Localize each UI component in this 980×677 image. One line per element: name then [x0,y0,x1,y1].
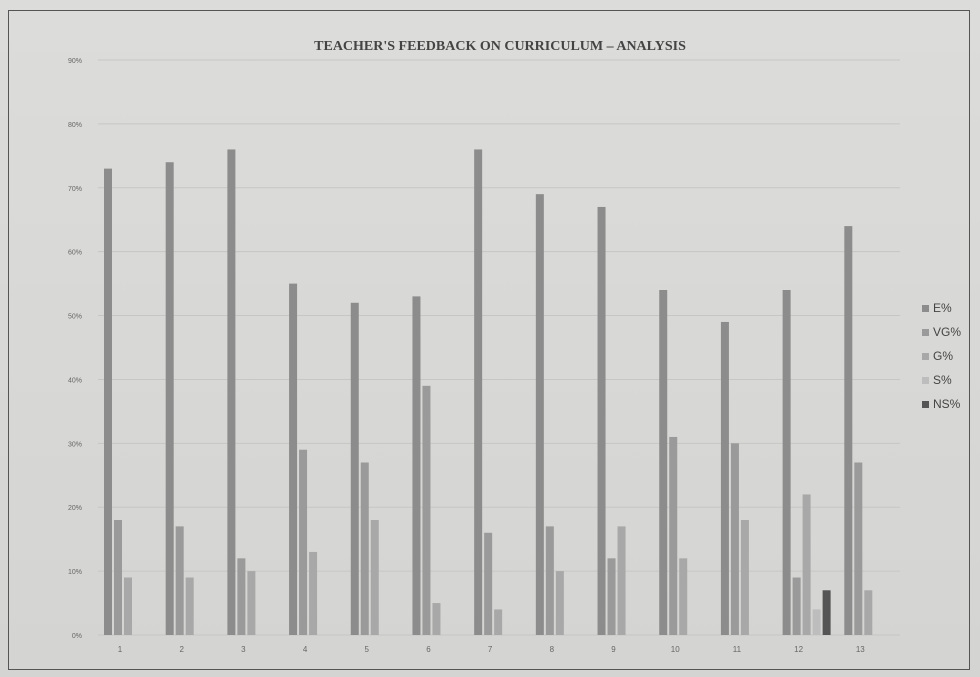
bar-vg-5 [360,462,369,635]
y-tick-label: 0% [72,633,82,640]
x-tick-label: 3 [241,645,246,654]
legend-item-ns: NS% [922,392,961,416]
bar-e-11 [720,321,729,635]
x-tick-label: 11 [733,645,742,654]
bar-g-3 [247,571,256,635]
bar-e-2 [165,162,174,635]
legend-swatch-g [922,352,929,360]
legend-label-s: S% [933,373,952,387]
bar-ns-12 [822,590,831,635]
bar-vg-11 [730,443,739,635]
legend-item-vg: VG% [922,320,961,344]
x-tick-label: 7 [488,645,493,654]
bar-e-6 [412,296,421,635]
bar-vg-12 [792,577,801,635]
legend-item-e: E% [922,296,961,320]
legend-item-s: S% [922,368,961,392]
y-tick-label: 10% [68,569,82,576]
legend-label-ns: NS% [933,397,961,411]
bar-vg-3 [237,558,246,635]
bar-vg-2 [175,526,184,635]
x-tick-label: 1 [118,645,123,654]
legend-label-vg: VG% [933,325,962,339]
x-tick-label: 12 [794,645,803,654]
bar-vg-4 [299,449,308,635]
bar-vg-10 [669,436,678,635]
bar-g-9 [617,526,626,635]
chart-title: TEACHER'S FEEDBACK ON CURRICULUM – ANALY… [314,39,686,54]
gridlines [98,59,900,636]
bar-e-12 [782,290,791,635]
legend: E% VG% G% S% NS% [922,296,961,416]
bars [104,149,873,635]
bar-e-13 [844,226,853,635]
y-tick-label: 40% [68,377,82,384]
bar-g-12 [802,494,811,635]
bar-g-13 [864,590,873,635]
y-tick-label: 20% [68,505,82,512]
y-tick-label: 90% [68,58,82,65]
y-tick-label: 80% [68,122,82,129]
bar-vg-7 [484,532,493,635]
bar-g-6 [432,603,441,635]
chart-border [8,10,970,670]
bar-vg-6 [422,385,431,635]
bar-e-1 [104,168,112,635]
legend-swatch-e [922,304,929,312]
bar-g-5 [370,520,379,635]
x-tick-label: 6 [426,645,431,654]
legend-swatch-ns [922,400,929,408]
x-tick-label: 2 [179,645,184,654]
bar-s-12 [812,609,821,635]
bar-e-5 [350,302,359,635]
bar-g-7 [494,609,503,635]
legend-swatch-vg [922,328,929,336]
bar-e-10 [659,290,668,635]
bar-e-3 [227,149,236,635]
bar-g-1 [124,577,132,635]
y-tick-label: 50% [68,314,82,321]
y-tick-label: 30% [68,441,82,448]
bar-vg-8 [545,526,554,635]
bar-g-10 [679,558,688,635]
x-axis-ticks: 1 2 3 4 5 6 7 8 9 10 11 12 13 [118,645,866,654]
y-tick-label: 70% [68,186,82,193]
bar-vg-13 [854,462,863,635]
x-tick-label: 13 [856,645,865,654]
legend-item-g: G% [922,344,961,368]
bar-g-2 [185,577,194,635]
bar-g-8 [555,571,564,635]
legend-swatch-s [922,376,929,384]
x-tick-label: 8 [550,645,555,654]
bar-g-11 [740,520,749,635]
x-tick-label: 9 [611,645,616,654]
x-tick-label: 5 [365,645,370,654]
bar-vg-9 [607,558,616,635]
x-tick-label: 4 [303,645,308,654]
bar-vg-1 [114,520,122,635]
bar-e-8 [535,194,544,635]
bar-g-4 [309,551,318,635]
bar-e-4 [289,283,298,635]
legend-label-g: G% [933,349,954,363]
x-tick-label: 10 [671,645,680,654]
bar-e-9 [597,206,606,635]
legend-label-e: E% [933,301,952,315]
y-tick-label: 60% [68,250,82,257]
y-axis-ticks: 0% 10% 20% 30% 40% 50% 60% 70% 80% 90% [68,58,82,640]
bar-e-7 [474,149,483,635]
